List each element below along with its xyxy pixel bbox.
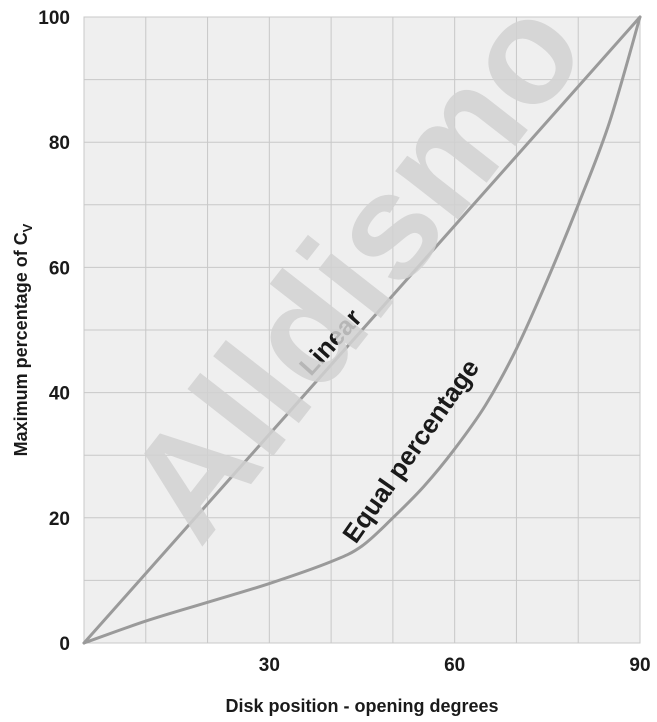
x-tick-label: 60 xyxy=(444,655,465,676)
plot-border xyxy=(83,16,641,644)
x-tick-label: 30 xyxy=(259,655,280,676)
y-axis-title: Maximum percentage of CV xyxy=(11,223,35,456)
y-axis-title-subscript: V xyxy=(20,223,35,232)
x-tick-label: 90 xyxy=(629,655,650,676)
y-tick-label: 40 xyxy=(49,384,70,405)
series-group xyxy=(82,15,642,645)
x-axis-title: Disk position - opening degrees xyxy=(225,696,498,716)
y-tick-label: 100 xyxy=(38,8,70,29)
tick-labels: 0 20 40 60 80 100 30 60 90 xyxy=(38,8,650,676)
y-tick-label: 60 xyxy=(49,258,70,279)
series-line-linear xyxy=(82,15,642,645)
y-axis-title-text: Maximum percentage of C xyxy=(11,232,31,456)
y-tick-label: 20 xyxy=(49,509,70,530)
y-tick-label: 80 xyxy=(49,133,70,154)
y-tick-label: 0 xyxy=(59,634,70,655)
series-line-equal-percentage xyxy=(82,15,642,645)
gridlines xyxy=(83,16,641,644)
